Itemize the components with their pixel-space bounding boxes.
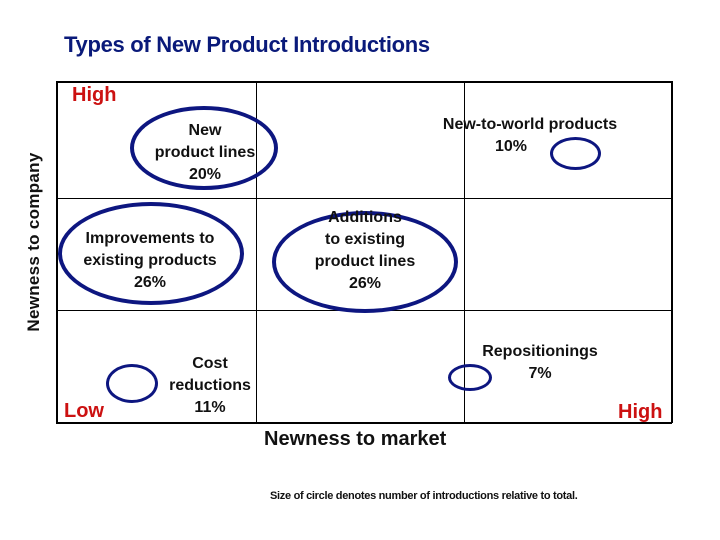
item-percent: 20% [188, 166, 222, 183]
grid-hline-1 [56, 198, 672, 200]
bubble-improvements [58, 202, 244, 305]
y-axis-high: High [72, 84, 117, 106]
item-label: Improvements to [85, 230, 215, 247]
grid-top-border [56, 81, 672, 83]
item-label: New-to-world products [442, 116, 618, 133]
item-new-to-world: New-to-world products 10% [420, 114, 640, 158]
item-label: Cost [192, 355, 228, 372]
axis-low: Low [64, 400, 104, 422]
item-label: to existing [324, 231, 405, 248]
grid-right-border [671, 81, 673, 423]
item-label: Additions [328, 209, 402, 226]
item-label: product lines [154, 144, 256, 161]
bubble-cost-reductions [106, 364, 158, 403]
item-cost-reductions: Cost reductions 11% [160, 353, 260, 419]
grid-vline-2 [464, 81, 466, 423]
item-percent: 10% [494, 138, 528, 155]
grid-left-border [56, 81, 58, 423]
footnote: Size of circle denotes number of introdu… [270, 490, 578, 502]
item-label: Repositionings [482, 343, 598, 360]
item-improvements: Improvements to existing products 26% [62, 228, 238, 294]
item-percent: 26% [348, 275, 382, 292]
bubble-additions [272, 211, 458, 313]
item-label: existing products [83, 252, 217, 269]
bubble-new-product-lines [130, 106, 278, 190]
bubble-repositionings [448, 364, 492, 391]
y-axis-label: Newness to company [24, 152, 43, 332]
bubble-new-to-world [550, 137, 601, 170]
item-repositionings: Repositionings 7% [470, 341, 610, 385]
grid-bottom-border [56, 422, 672, 424]
item-percent: 26% [133, 274, 167, 291]
x-axis-high: High [618, 401, 663, 423]
item-label: reductions [169, 377, 251, 394]
page-title: Types of New Product Introductions [64, 32, 430, 57]
item-percent: 7% [528, 365, 552, 382]
item-percent: 11% [194, 399, 226, 416]
x-axis-label: Newness to market [264, 428, 447, 450]
item-label: product lines [314, 253, 416, 270]
grid-vline-1 [256, 81, 258, 423]
item-new-product-lines: New product lines 20% [140, 120, 270, 186]
item-additions: Additions to existing product lines 26% [290, 207, 440, 295]
item-label: New [188, 122, 222, 139]
